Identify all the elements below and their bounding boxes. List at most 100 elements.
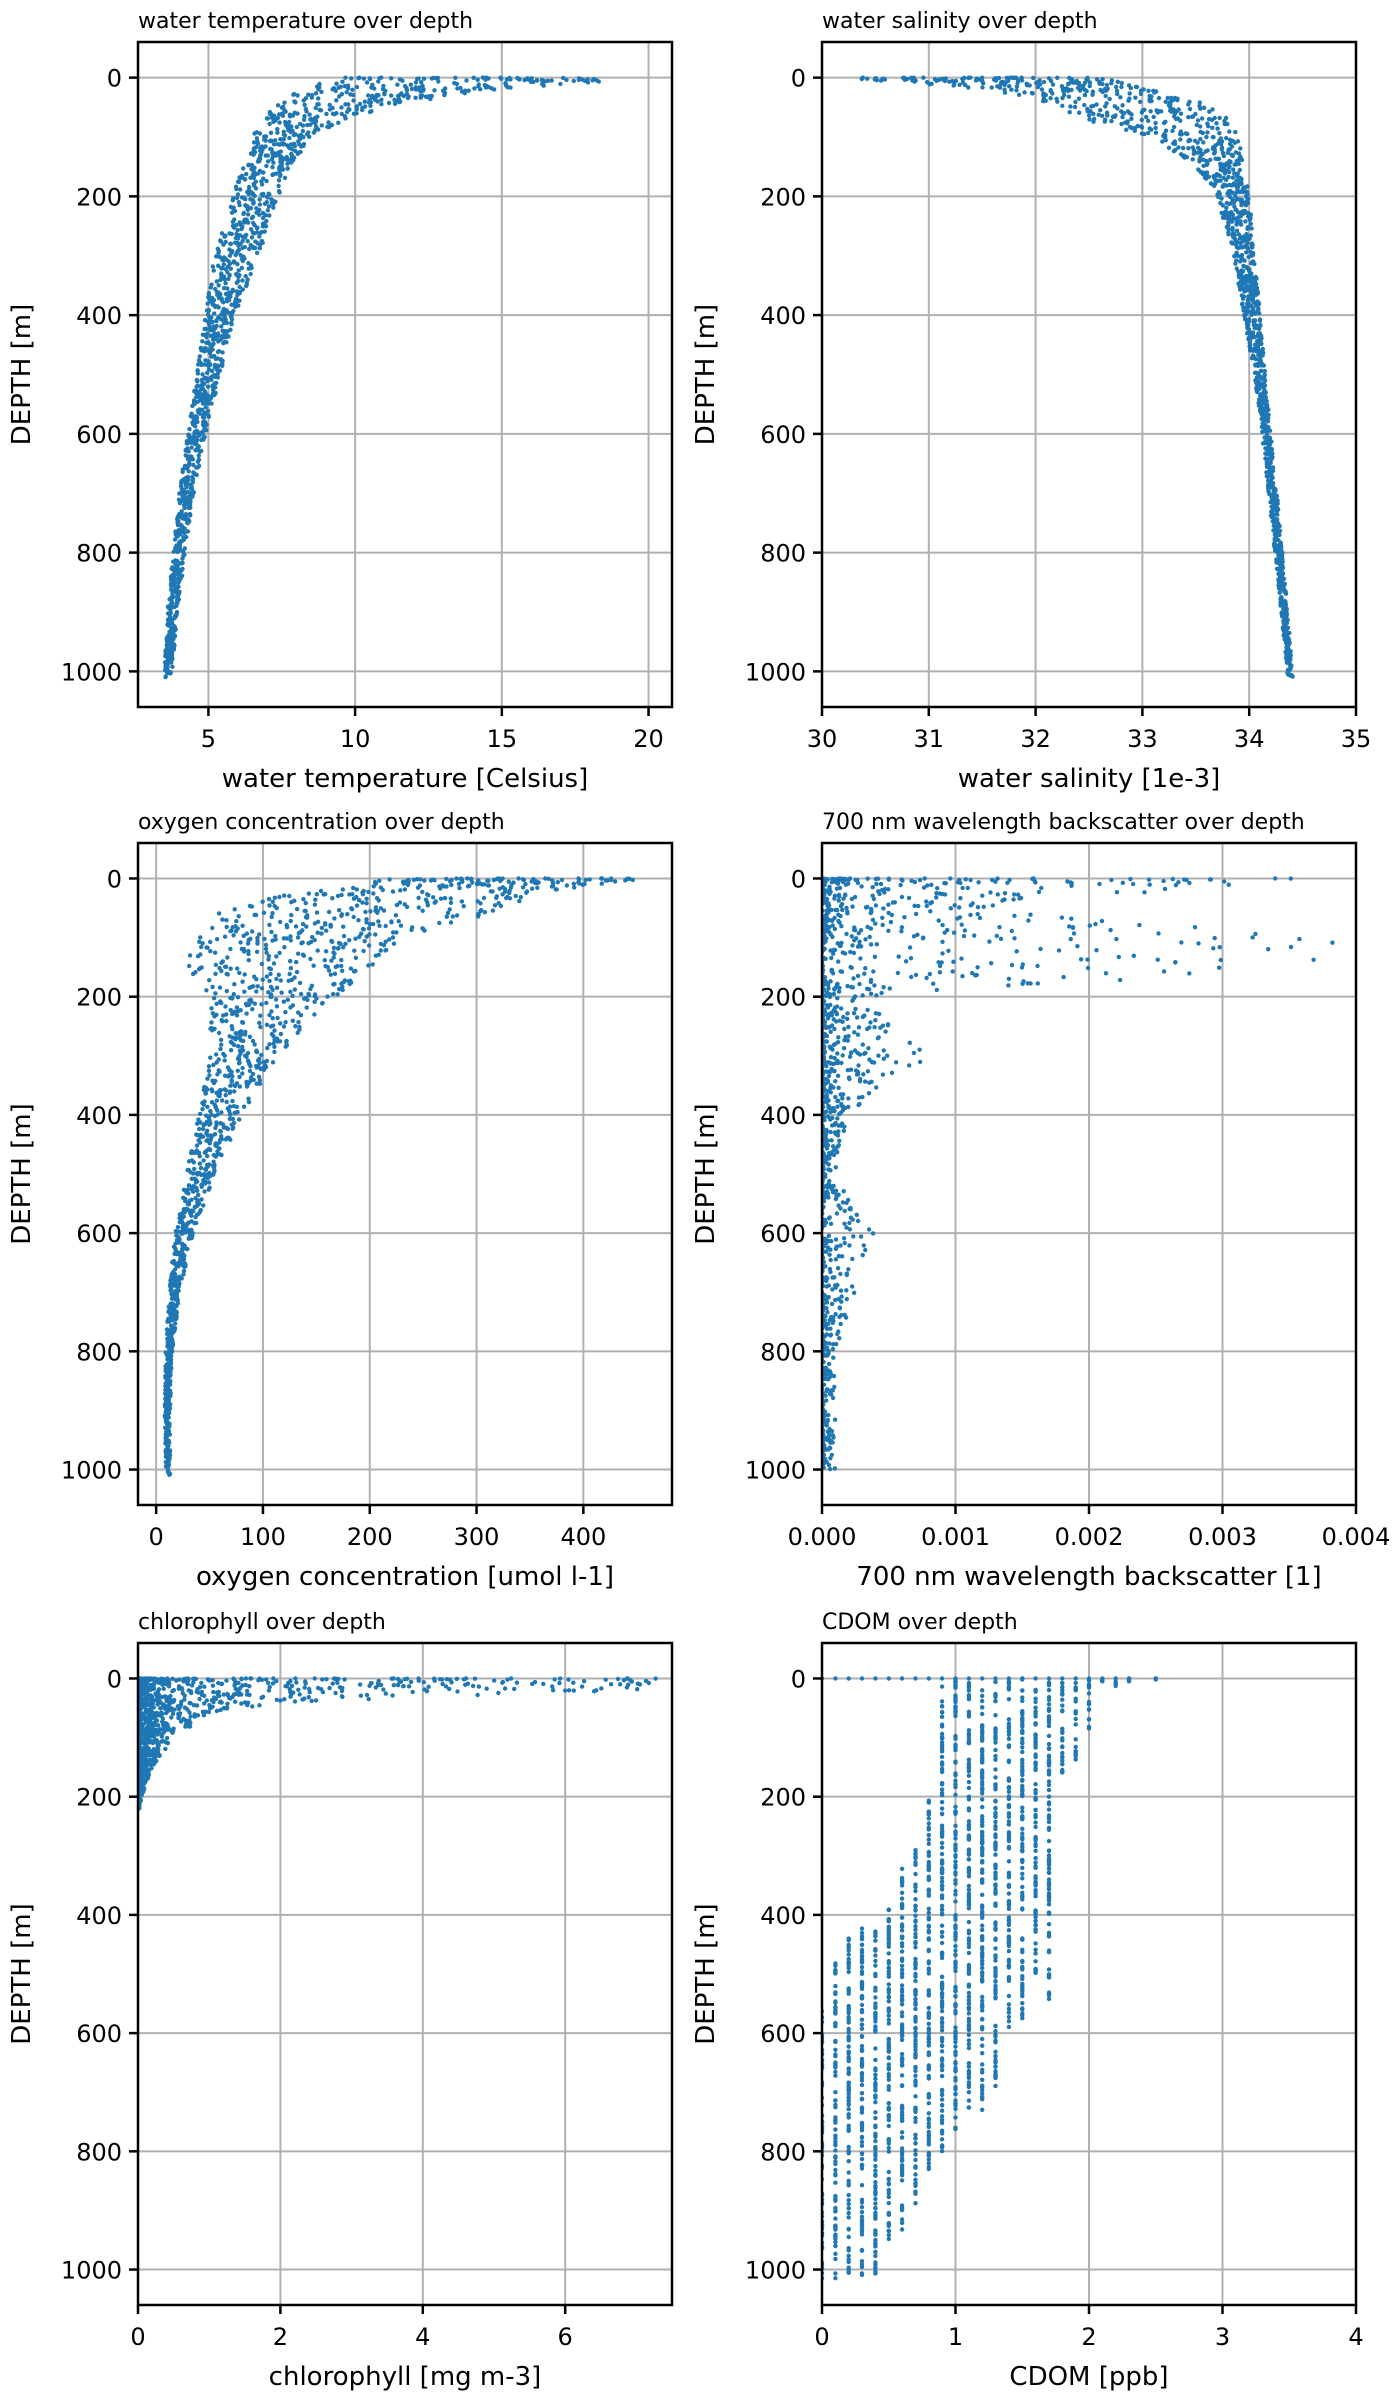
data-point bbox=[252, 1042, 257, 1047]
data-point bbox=[267, 922, 272, 928]
data-point bbox=[1173, 883, 1179, 888]
data-point bbox=[1087, 117, 1092, 122]
data-point bbox=[1000, 79, 1006, 85]
data-point bbox=[1197, 157, 1202, 162]
data-point bbox=[237, 220, 242, 225]
data-point bbox=[1251, 259, 1256, 265]
data-point bbox=[844, 1288, 849, 1293]
data-point bbox=[282, 893, 287, 898]
data-point bbox=[874, 78, 879, 83]
data-point bbox=[364, 896, 369, 901]
data-point bbox=[252, 1001, 257, 1006]
data-point bbox=[268, 1024, 274, 1029]
data-point bbox=[957, 915, 963, 920]
data-point bbox=[242, 972, 247, 977]
data-point bbox=[1022, 90, 1027, 95]
data-point bbox=[1184, 877, 1189, 883]
data-point bbox=[899, 929, 904, 934]
data-point bbox=[163, 1459, 168, 1465]
data-point bbox=[1226, 882, 1231, 887]
data-point bbox=[200, 372, 205, 377]
data-point bbox=[198, 935, 203, 940]
data-point bbox=[829, 955, 834, 961]
data-point bbox=[1060, 103, 1065, 109]
data-point bbox=[340, 984, 345, 990]
data-point bbox=[459, 876, 464, 881]
data-point bbox=[1262, 372, 1267, 377]
data-point bbox=[1067, 110, 1072, 115]
data-point bbox=[1078, 957, 1084, 962]
data-point bbox=[209, 1006, 214, 1011]
x-tick-label: 20 bbox=[633, 725, 664, 753]
data-point bbox=[167, 614, 173, 619]
data-point bbox=[217, 1146, 222, 1151]
data-point bbox=[216, 1030, 222, 1036]
data-point bbox=[201, 382, 206, 387]
data-point bbox=[1258, 323, 1263, 328]
data-point bbox=[1244, 250, 1249, 255]
data-point bbox=[189, 1213, 194, 1218]
data-point bbox=[827, 1341, 832, 1346]
data-point bbox=[1244, 264, 1249, 270]
data-point bbox=[1127, 91, 1132, 96]
data-point bbox=[199, 1182, 204, 1188]
data-point bbox=[1144, 114, 1149, 120]
data-point bbox=[275, 130, 280, 135]
data-point bbox=[330, 991, 336, 997]
data-point bbox=[220, 959, 225, 964]
data-point bbox=[306, 941, 311, 946]
data-point bbox=[219, 324, 224, 329]
data-point bbox=[189, 411, 194, 416]
data-point bbox=[251, 245, 256, 251]
data-point bbox=[277, 950, 282, 956]
data-point bbox=[189, 1197, 194, 1203]
data-point bbox=[1282, 589, 1287, 594]
data-point bbox=[1219, 145, 1225, 150]
data-point bbox=[529, 879, 534, 884]
data-point bbox=[837, 1138, 842, 1144]
data-point bbox=[220, 917, 225, 922]
data-point bbox=[1245, 309, 1250, 314]
data-point bbox=[1237, 175, 1243, 180]
data-point bbox=[257, 197, 262, 202]
data-point bbox=[1200, 151, 1205, 157]
data-point bbox=[835, 1073, 841, 1079]
data-point bbox=[392, 101, 398, 107]
data-point bbox=[179, 509, 184, 514]
data-point bbox=[187, 1210, 193, 1215]
data-point bbox=[211, 1159, 216, 1164]
data-point bbox=[1103, 93, 1108, 99]
data-point bbox=[415, 885, 421, 890]
data-point bbox=[1192, 150, 1198, 155]
data-point bbox=[1263, 451, 1268, 456]
x-tick-label: 35 bbox=[1341, 725, 1372, 753]
data-point bbox=[438, 886, 443, 891]
data-point bbox=[208, 1055, 213, 1060]
data-point bbox=[162, 1414, 168, 1419]
data-point bbox=[230, 1126, 235, 1131]
data-point bbox=[217, 1091, 223, 1097]
data-point bbox=[258, 1024, 263, 1030]
data-point bbox=[1014, 84, 1020, 89]
data-point bbox=[1082, 92, 1088, 98]
data-point bbox=[195, 1172, 200, 1177]
data-point bbox=[177, 500, 183, 506]
data-point bbox=[204, 1130, 209, 1136]
data-point bbox=[166, 1343, 171, 1348]
data-point bbox=[229, 1023, 234, 1029]
data-point bbox=[228, 966, 233, 971]
data-point bbox=[204, 1172, 209, 1177]
data-point bbox=[206, 1064, 212, 1069]
data-point bbox=[1163, 138, 1168, 143]
data-point bbox=[1067, 924, 1072, 929]
data-point bbox=[1231, 200, 1237, 205]
data-point bbox=[1246, 327, 1251, 332]
data-point bbox=[400, 78, 405, 83]
data-point bbox=[1104, 82, 1110, 88]
data-point bbox=[169, 654, 174, 659]
data-point bbox=[1118, 95, 1123, 100]
data-point bbox=[173, 546, 178, 551]
data-point bbox=[1138, 91, 1144, 97]
data-point bbox=[1115, 79, 1121, 85]
